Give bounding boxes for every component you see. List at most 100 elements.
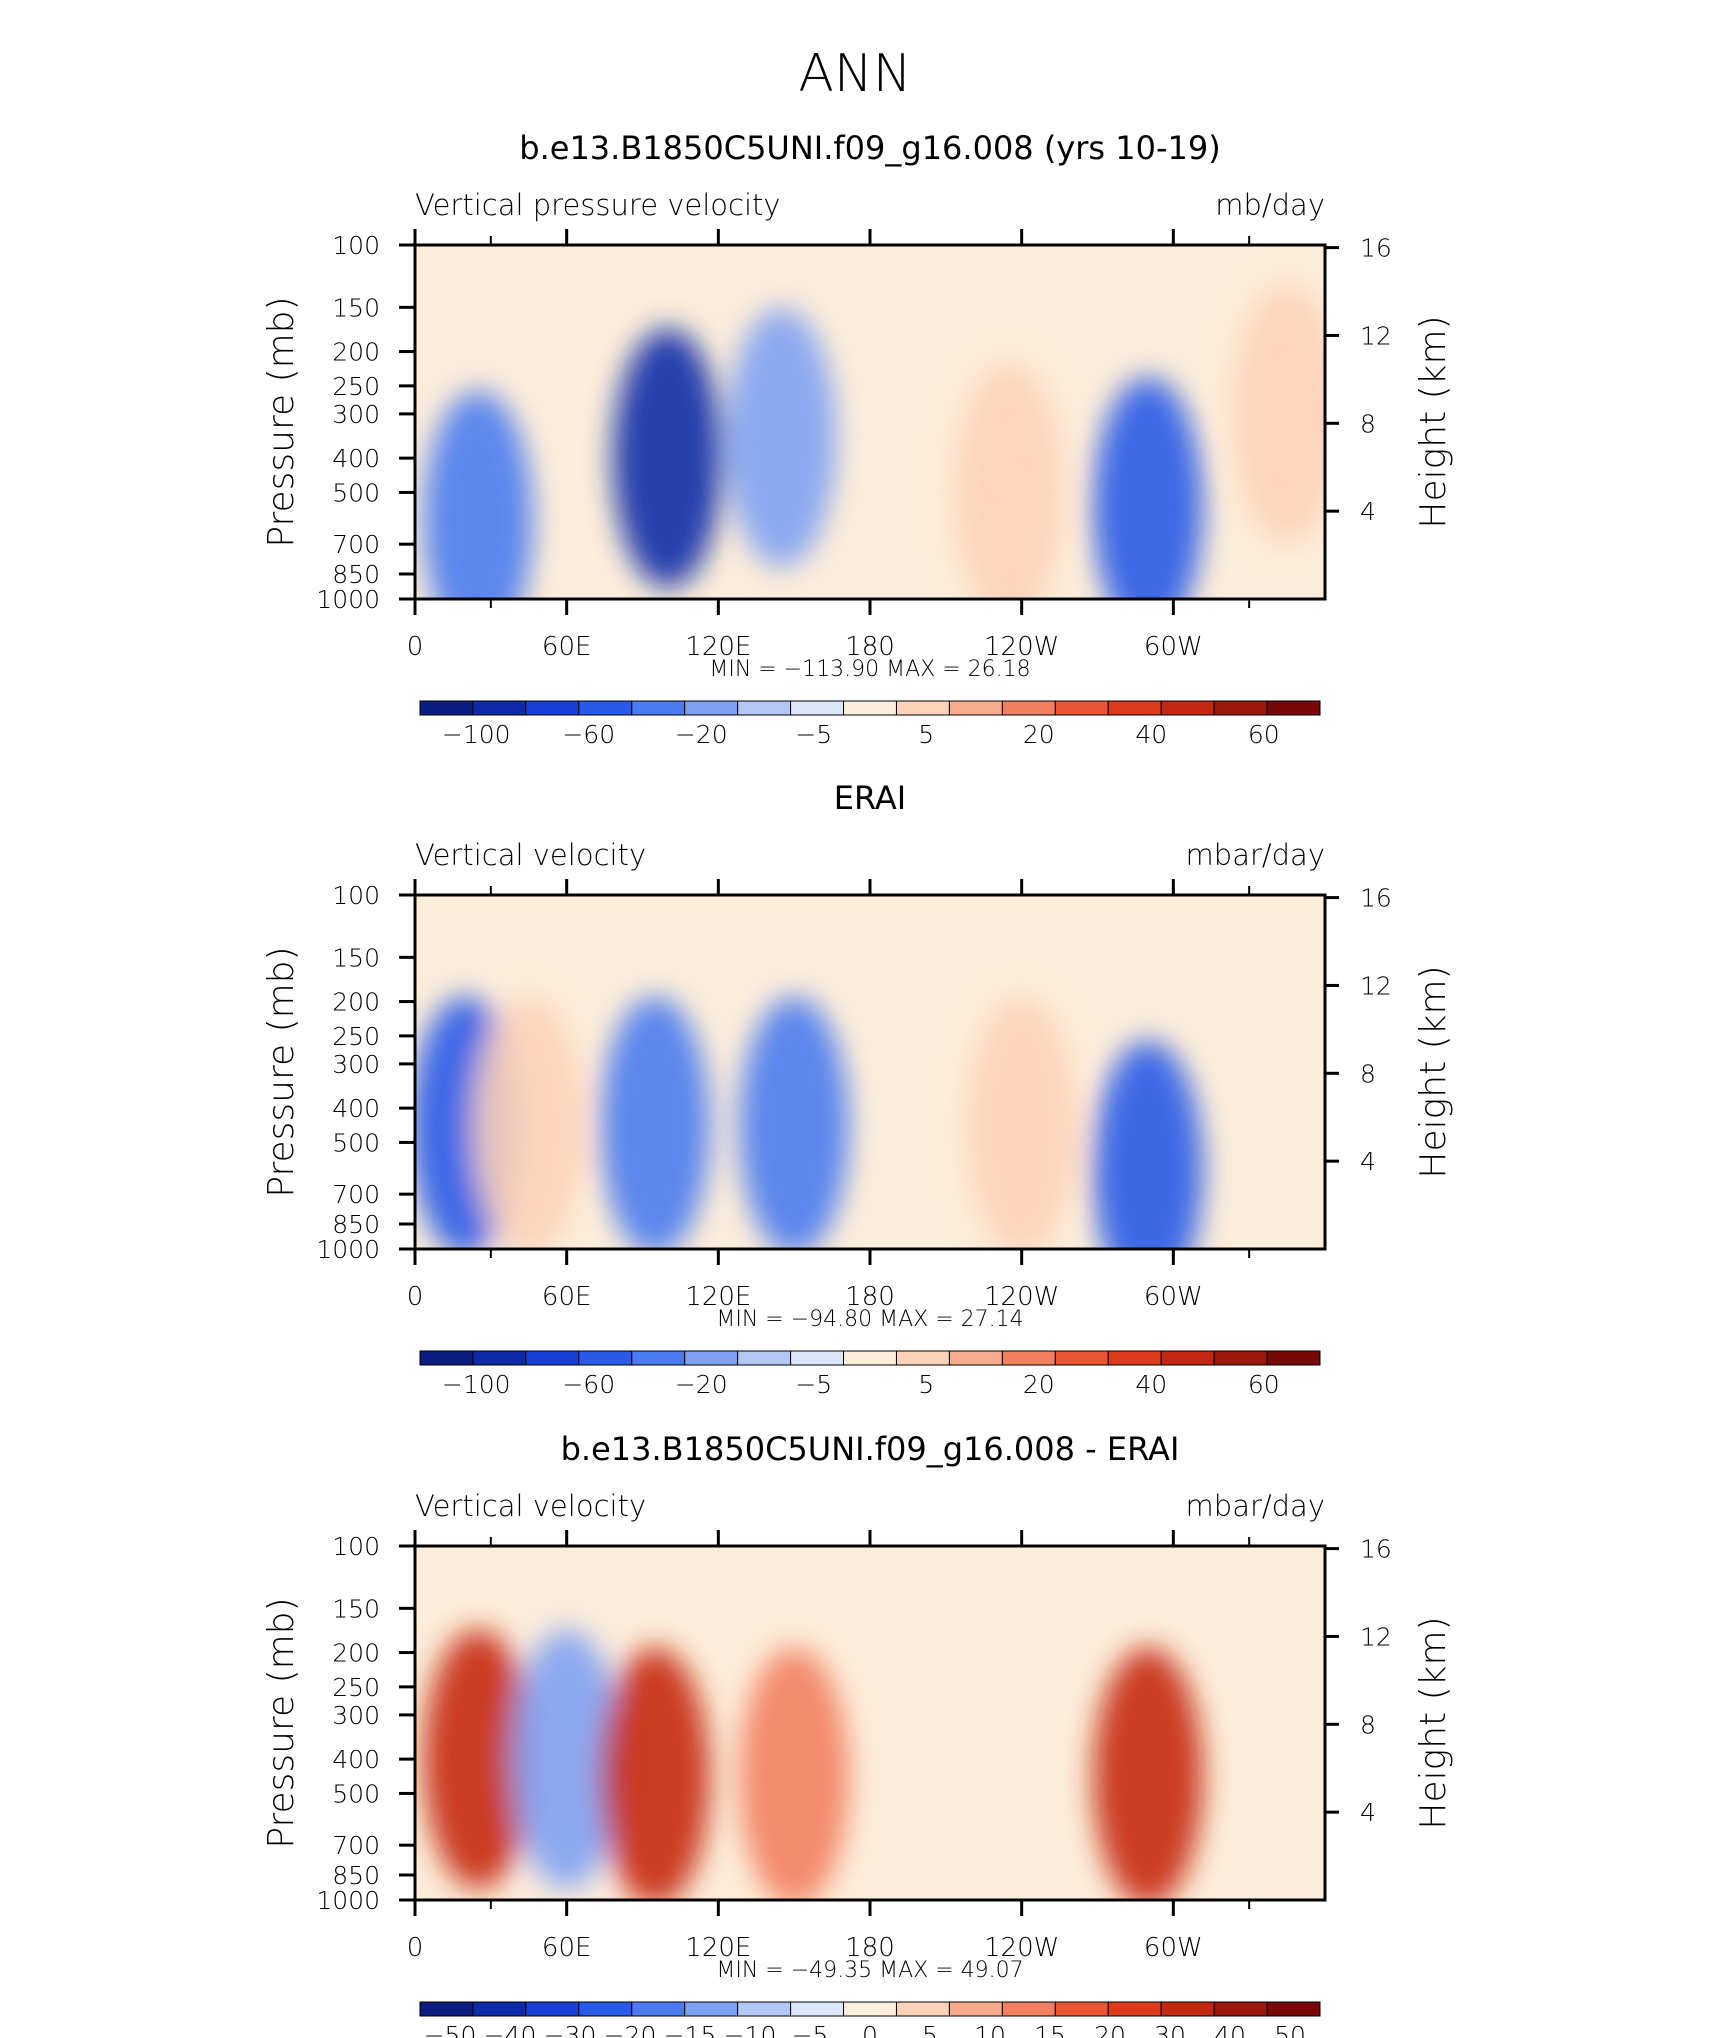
x-tick-label: 60E xyxy=(542,632,592,662)
colorbar-label: 5 xyxy=(918,1370,934,1399)
colorbar-label: 40 xyxy=(1214,2021,1246,2038)
colorbar-label: −5 xyxy=(795,1370,832,1399)
colorbar-label: −20 xyxy=(675,1370,728,1399)
field-blob xyxy=(1093,1647,1204,1900)
colorbar-label: 5 xyxy=(918,720,934,749)
min-max-text: MIN = −49.35 MAX = 49.07 xyxy=(716,1958,1023,1983)
colorbar-label: −5 xyxy=(792,2021,829,2038)
colorbar-box xyxy=(1213,1350,1268,1366)
colorbar-box xyxy=(1001,700,1056,716)
field-blob xyxy=(954,362,1065,599)
colorbar-label: 15 xyxy=(1034,2021,1066,2038)
y-tick-label: 200 xyxy=(332,338,380,367)
y-tick-label: 300 xyxy=(332,1050,380,1079)
x-tick-label: 60E xyxy=(542,1282,592,1312)
colorbar-label: −40 xyxy=(484,2021,537,2038)
colorbar-box xyxy=(948,700,1003,716)
y2-tick-label: 4 xyxy=(1360,1798,1376,1827)
colorbar-label: 20 xyxy=(1023,1370,1055,1399)
y2-tick-label: 12 xyxy=(1360,321,1392,350)
colorbar-label: −15 xyxy=(664,2021,717,2038)
y-tick-label: 850 xyxy=(332,1861,380,1890)
colorbar-box xyxy=(1107,1350,1162,1366)
colorbar-box xyxy=(419,700,474,716)
y2-tick-label: 8 xyxy=(1360,1059,1376,1088)
y-tick-label: 250 xyxy=(332,372,380,401)
field-blob xyxy=(726,307,837,568)
colorbar-box xyxy=(631,700,686,716)
panel-units-label: mbar/day xyxy=(1186,1489,1325,1523)
y2-axis-title: Height (km) xyxy=(1413,1616,1454,1829)
colorbar-label: −60 xyxy=(562,720,615,749)
colorbar-box xyxy=(1001,2001,1056,2017)
x-tick-label: 60W xyxy=(1144,1933,1203,1963)
colorbar-box xyxy=(790,1350,845,1366)
y-tick-label: 500 xyxy=(332,1779,380,1808)
y2-tick-label: 4 xyxy=(1360,497,1376,526)
colorbar-label: 20 xyxy=(1023,720,1055,749)
y-tick-label: 850 xyxy=(332,1210,380,1239)
colorbar-box xyxy=(737,1350,792,1366)
colorbar-box xyxy=(684,2001,739,2017)
colorbar-label: 10 xyxy=(974,2021,1006,2038)
colorbar-box xyxy=(525,700,580,716)
panel-title: b.e13.B1850C5UNI.f09_g16.008 - ERAI xyxy=(561,1430,1180,1468)
colorbar-box xyxy=(525,2001,580,2017)
x-tick-label: 180 xyxy=(845,1282,895,1312)
colorbar-box xyxy=(472,700,527,716)
colorbar-box xyxy=(472,1350,527,1366)
figure-title: ANN xyxy=(798,44,911,104)
colorbar-box xyxy=(684,1350,739,1366)
y-axis-title: Pressure (mb) xyxy=(261,946,302,1197)
colorbar-box xyxy=(525,1350,580,1366)
field-blob xyxy=(423,390,534,599)
y-tick-label: 150 xyxy=(332,943,380,972)
x-tick-label: 60W xyxy=(1144,1282,1203,1312)
x-tick-label: 120E xyxy=(685,1282,751,1312)
panel-title: ERAI xyxy=(834,779,906,817)
field-blob xyxy=(612,328,723,589)
y-tick-label: 250 xyxy=(332,1022,380,1051)
colorbar-label: −100 xyxy=(442,720,511,749)
field-layer xyxy=(423,283,1325,599)
colorbar-label: −60 xyxy=(562,1370,615,1399)
x-tick-label: 180 xyxy=(845,632,895,662)
y2-tick-label: 12 xyxy=(1360,971,1392,1000)
colorbar-label: 30 xyxy=(1154,2021,1186,2038)
y-axis-title: Pressure (mb) xyxy=(261,296,302,547)
panel-units-label: mb/day xyxy=(1215,188,1325,222)
colorbar-label: −100 xyxy=(442,1370,511,1399)
y2-axis-title: Height (km) xyxy=(1413,965,1454,1178)
field-blob xyxy=(1093,1040,1204,1249)
colorbar-box xyxy=(578,2001,633,2017)
y2-tick-label: 4 xyxy=(1360,1147,1376,1176)
colorbar-box xyxy=(1266,2001,1321,2017)
colorbar-box xyxy=(1107,700,1162,716)
colorbar-label: 60 xyxy=(1248,720,1280,749)
y-tick-label: 150 xyxy=(332,1594,380,1623)
y-tick-label: 400 xyxy=(332,444,380,473)
colorbar-label: 60 xyxy=(1248,1370,1280,1399)
x-tick-label: 0 xyxy=(407,1282,424,1312)
field-blob xyxy=(600,996,711,1249)
field-blob xyxy=(423,1629,534,1890)
colorbar-box xyxy=(790,700,845,716)
colorbar-label: 50 xyxy=(1274,2021,1306,2038)
y2-tick-label: 8 xyxy=(1360,1710,1376,1739)
colorbar-label: 40 xyxy=(1135,720,1167,749)
colorbar-label: −20 xyxy=(604,2021,657,2038)
y2-tick-label: 16 xyxy=(1360,884,1392,913)
field-layer xyxy=(423,1629,1204,1900)
field-layer xyxy=(415,996,1204,1249)
colorbar-box xyxy=(895,700,950,716)
x-tick-label: 120W xyxy=(984,1282,1059,1312)
colorbar-label: −30 xyxy=(544,2021,597,2038)
field-blob xyxy=(1093,377,1204,599)
panel-left-label: Vertical velocity xyxy=(415,1489,646,1523)
y-tick-label: 1000 xyxy=(316,1235,380,1264)
colorbar-box xyxy=(472,2001,527,2017)
chart-panel: ERAI Vertical velocity mbar/day 0 60E 120E 180… xyxy=(261,779,1454,1399)
y-tick-label: 100 xyxy=(332,881,380,910)
y2-tick-label: 12 xyxy=(1360,1622,1392,1651)
